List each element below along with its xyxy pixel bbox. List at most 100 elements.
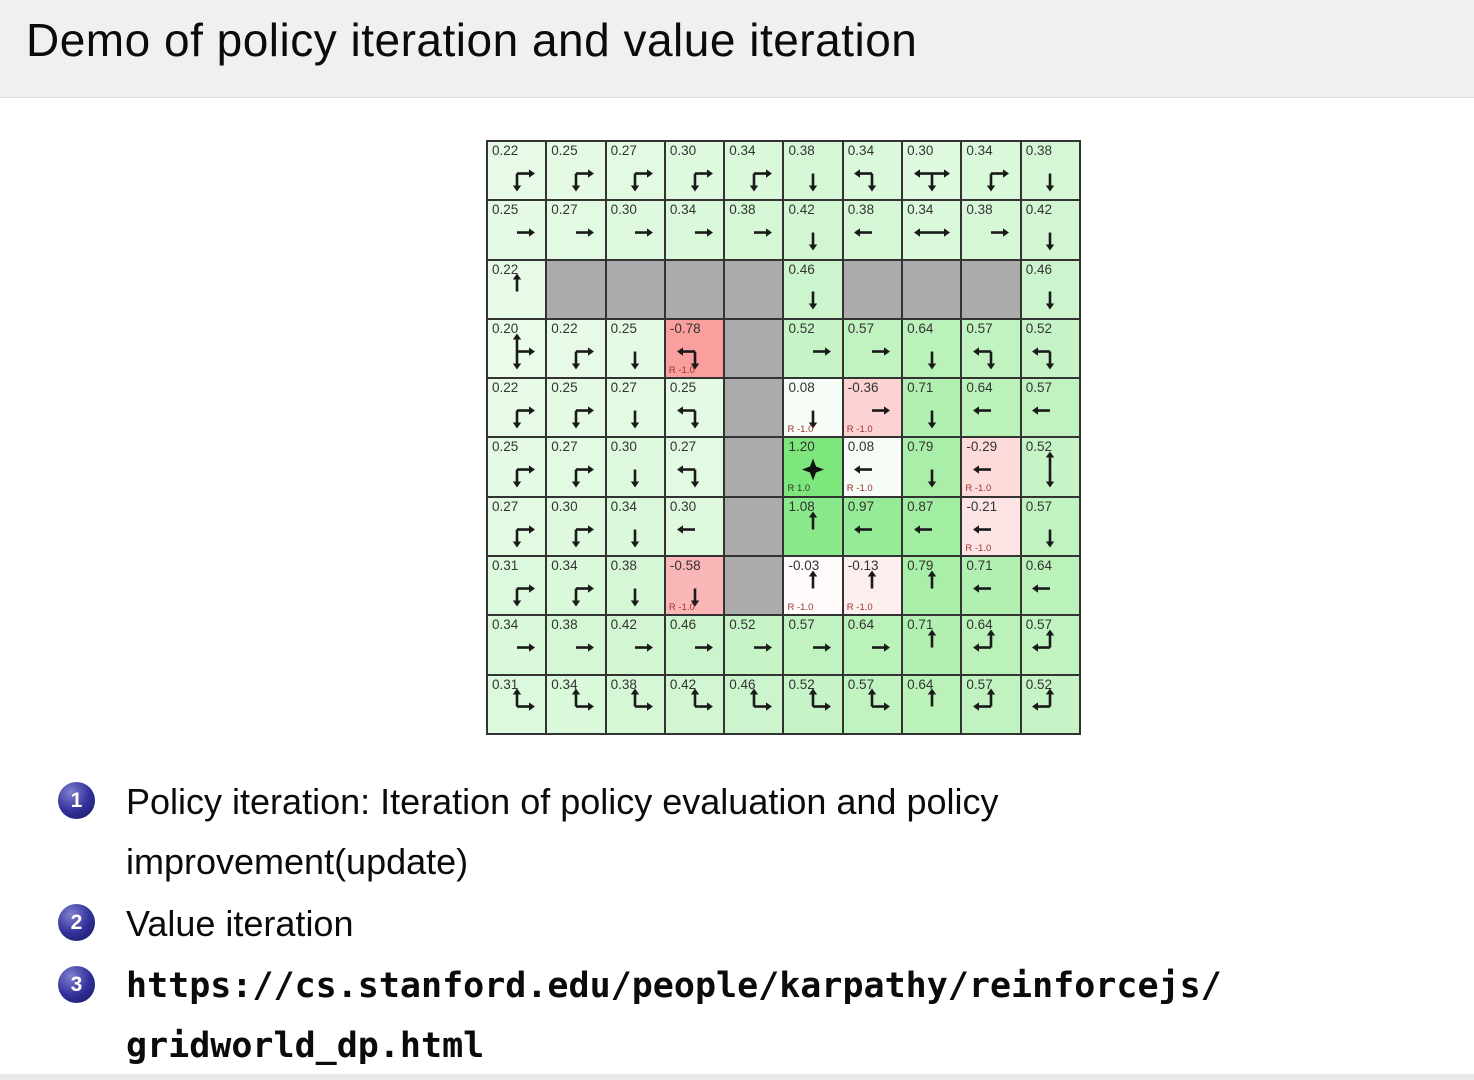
state-value: 0.27 [610,380,637,396]
grid-cell: 0.27 [605,141,665,201]
grid-cell: 0.38 [546,615,606,675]
state-value: 0.42 [1025,202,1052,218]
state-value: 0.52 [1025,439,1052,455]
grid-cell [664,259,725,319]
policy-arrow-icon [676,406,699,429]
policy-arrow-icon [516,643,535,652]
grid-cell [724,259,784,319]
state-value: 0.27 [551,202,578,218]
grid-cell: 0.57 [1020,378,1080,438]
grid-cell: 0.30 [902,141,962,201]
state-value: 0.52 [729,617,756,633]
grid-cell: 0.31 [487,674,547,734]
grid-cell: 0.34 [546,674,606,734]
policy-arrow-icon [973,688,996,712]
state-value: 0.20 [492,320,519,336]
grid-cell: 0.57 [961,318,1021,379]
state-value: 0.42 [788,202,815,218]
policy-arrow-icon [808,570,818,589]
state-value: 0.25 [492,439,519,455]
state-value: 0.57 [966,676,993,692]
policy-arrow-icon [575,228,594,237]
grid-cell: 0.38 [605,556,665,616]
state-value: 0.22 [551,320,578,336]
state-value: 0.38 [1025,143,1052,158]
policy-arrow-icon [1032,688,1055,712]
policy-arrow-icon [927,570,936,589]
state-value: 0.30 [669,143,697,158]
grid-cell: 0.38 [783,141,843,201]
policy-arrow-icon [631,469,640,488]
state-value: 0.52 [788,676,815,692]
policy-arrow-icon [872,406,891,415]
policy-arrow-icon [631,169,654,192]
grid-cell: 0.38 [842,200,903,260]
grid-cell: 0.34 [961,141,1021,201]
grid-cell: 0.31 [487,556,547,616]
state-value: 0.34 [966,143,993,158]
state-value: 0.30 [610,439,637,455]
grid-cell: 0.38 [1020,141,1080,201]
policy-arrow-icon [690,688,713,712]
grid-cell: 0.30 [605,200,665,260]
grid-cell: -0.36 R -1.0 [842,378,903,438]
grid-cell: 0.52 [1020,318,1080,379]
policy-arrow-icon [516,228,535,237]
state-value: 0.46 [1025,261,1052,277]
grid-cell: 0.46 [1020,259,1080,319]
policy-arrow-icon [635,643,654,652]
grid-cell: 0.34 [605,496,665,557]
grid-cell: 0.42 [605,615,665,675]
state-value: 0.31 [492,676,519,692]
grid-cell [842,259,903,319]
grid-cell: 0.42 [1020,200,1080,260]
state-value: 0.64 [847,617,875,633]
grid-cell: 0.30 [605,437,665,497]
grid-cell: -0.29 R -1.0 [961,437,1021,497]
state-value: 0.64 [966,617,993,633]
grid-cell: 0.64 [842,615,903,675]
state-value: 0.71 [907,380,934,396]
policy-arrow-icon [631,529,640,548]
policy-arrow-icon [571,169,594,192]
bullet-list: 1 Policy iteration: Iteration of policy … [58,772,1438,1078]
bullet-text: Policy iteration: Iteration of policy ev… [126,781,999,882]
policy-arrow-icon [571,346,594,370]
state-value: 0.30 [907,143,934,158]
grid-cell: 0.57 [1020,615,1080,675]
state-value: 0.34 [492,617,519,633]
policy-arrow-icon [973,584,992,593]
grid-cell: 0.79 [902,556,962,616]
grid-cell: 0.27 [664,437,725,497]
grid-cell: 0.08 R -1.0 [783,378,843,438]
policy-arrow-icon [927,688,936,707]
state-value: 0.34 [729,143,756,158]
grid-cell: 0.97 [842,496,903,557]
demo-url-link[interactable]: https://cs.stanford.edu/people/karpathy/… [126,966,1222,1066]
grid-cell: 0.64 [902,674,962,734]
state-value: 0.34 [907,202,934,218]
policy-arrow-icon [1032,629,1055,652]
bullet-number-badge: 1 [58,782,95,819]
state-value: 0.30 [610,202,637,218]
state-value: 0.34 [551,558,578,574]
state-value: 0.30 [669,498,697,514]
policy-arrow-icon [512,584,535,607]
grid-cell [546,259,606,319]
policy-arrow-icon [1032,406,1051,415]
grid-cell [724,378,784,438]
policy-arrow-icon [571,406,594,429]
grid-cell: 0.30 [664,496,725,557]
policy-arrow-icon [808,232,818,251]
grid-cell: 0.64 [961,615,1021,675]
grid-cell: 0.38 [724,200,784,260]
policy-arrow-icon [631,351,640,370]
grid-cell: 1.20 R 1.0 [783,437,843,497]
state-value: 1.20 [788,439,815,455]
reward-label: R -1.0 [846,423,873,435]
state-value: 0.25 [492,202,519,218]
policy-arrow-icon [512,465,535,488]
state-value: 0.38 [729,202,756,218]
state-value: 1.08 [788,498,815,514]
